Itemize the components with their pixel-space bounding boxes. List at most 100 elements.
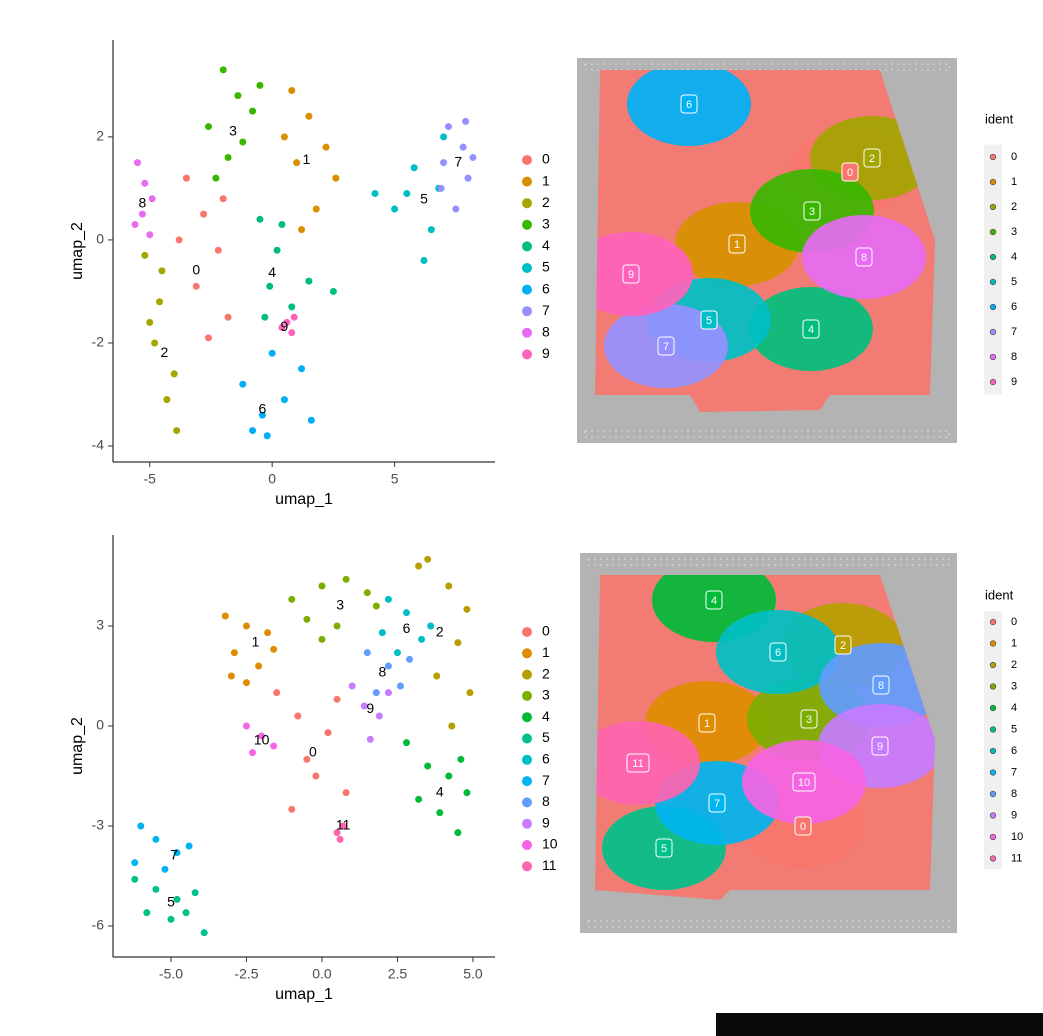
point [173,849,181,857]
point [324,729,332,737]
x-tick-label: 5 [391,471,399,487]
legend-key [989,378,997,386]
legend-key [989,747,997,755]
point [224,153,232,161]
legend-label: 9 [542,345,550,361]
point [255,662,263,670]
point [212,174,220,182]
cluster-label: 8 [138,195,146,211]
point [141,179,149,187]
point [436,809,444,817]
point [138,210,146,218]
point [280,133,288,141]
point [396,682,404,690]
cluster-label: 4 [268,264,276,280]
legend-label: 1 [1011,176,1017,188]
point [263,432,271,440]
point [152,885,160,893]
point [200,929,208,937]
point [333,622,341,630]
legend-label: 11 [1011,852,1022,864]
slide-border-bottom [587,920,950,928]
point [192,282,200,290]
point [333,695,341,703]
point [322,143,330,151]
point [312,772,320,780]
point [463,789,471,797]
point [156,298,164,306]
point [288,595,296,603]
legend-label: 5 [1011,276,1017,288]
y-tick-label: -6 [92,917,105,933]
region-label: 8 [878,680,884,692]
cluster-label: 9 [281,318,289,334]
point [242,622,250,630]
legend-key [989,253,997,261]
point [167,915,175,923]
point [391,205,399,213]
region-label-box [698,713,716,733]
point [266,282,274,290]
cluster-label: 5 [420,190,428,206]
legend-title: ident [985,587,1014,602]
cluster-label: 4 [436,783,444,799]
cluster-label: 7 [454,153,462,169]
point [463,605,471,613]
point [200,210,208,218]
y-tick-label: 0 [96,231,104,247]
region-label-box [680,94,698,114]
point [249,107,257,115]
region-label-box [700,310,718,330]
y-tick-label: -3 [92,817,105,833]
region-label: 5 [661,843,667,855]
legend-key [989,704,997,712]
point [403,190,411,198]
cluster-label: 1 [252,633,260,649]
point [384,689,392,697]
point [256,81,264,89]
y-axis-title: umap_2 [69,717,86,775]
point [410,164,418,172]
region-label: 10 [798,777,810,789]
point [182,909,190,917]
legend-key [989,228,997,236]
cluster-label: 5 [167,893,175,909]
legend-key [989,278,997,286]
cluster-label: 1 [303,151,311,167]
x-axis-title: umap_1 [275,986,333,1003]
legend-key-bg [984,611,1002,870]
cluster-label: 9 [366,700,374,716]
legend-label: 4 [1011,251,1017,263]
point [348,682,356,690]
region-label-box [626,753,650,773]
legend-key [522,263,532,273]
region-label: 4 [808,324,814,336]
region-label: 8 [861,252,867,264]
point [137,822,145,830]
legend-label: 0 [542,151,550,167]
legend-key [522,155,532,165]
legend-label: 5 [542,729,550,745]
legend-key [989,812,997,819]
cluster-label: 0 [192,262,200,278]
legend-key [522,219,532,230]
point [264,629,272,637]
region-label-box [794,816,812,836]
point [403,739,411,747]
slide-border-bottom [584,430,950,438]
point [258,411,266,419]
point [288,805,296,813]
legend-label: 2 [542,194,550,210]
point [466,689,474,697]
legend-key [522,754,532,765]
legend-label: 2 [542,665,550,681]
point [273,246,281,254]
legend-label: 8 [542,793,550,809]
point [342,789,350,797]
point [384,662,392,670]
legend-key [522,627,532,637]
region-label-box [622,264,640,284]
region-label-box [863,148,881,168]
legend-key [522,327,532,338]
region-label-box [655,838,673,858]
